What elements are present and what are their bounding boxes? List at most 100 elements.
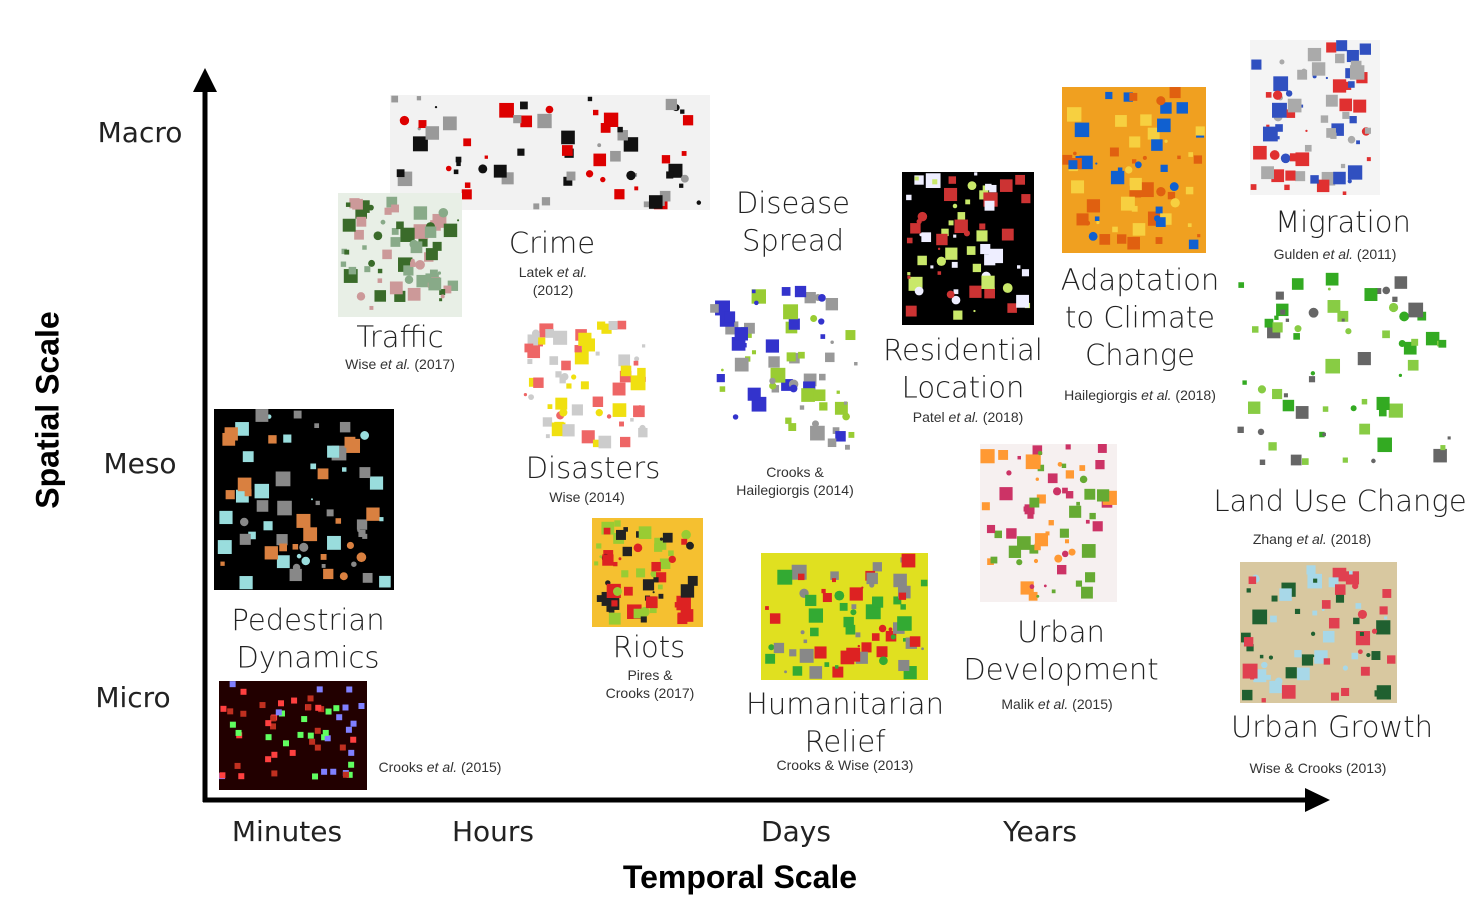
image-detail [345,202,351,207]
image-detail [1348,81,1355,88]
image-detail [981,502,990,511]
image-detail [270,715,277,722]
image-detail [254,483,270,499]
image-detail [592,439,601,448]
image-detail [754,300,759,306]
image-detail [1291,278,1304,290]
image-detail [255,409,269,422]
image-detail [440,294,445,299]
image-detail [1308,307,1319,318]
image-detail [234,762,241,769]
image-detail [1269,150,1280,160]
image-detail [545,434,550,439]
image-detail [1185,186,1194,195]
image-detail [425,248,438,261]
image-detail [953,310,963,320]
image-detail [734,327,748,341]
image-detail [611,600,618,607]
image-detail [661,155,671,164]
image-detail [680,174,689,183]
image-detail [979,223,986,230]
image-detail [1275,124,1283,132]
image-detail [1129,136,1141,148]
image-detail [1342,111,1350,119]
image-detail [571,404,583,416]
image-detail [1322,432,1326,437]
image-detail [374,290,387,302]
image-detail [364,266,371,273]
image-detail [350,736,357,743]
item-label: Urban Growth [1231,710,1433,744]
image-detail [986,524,996,534]
item-image [710,285,860,450]
image-detail [1025,454,1041,470]
image-detail [900,604,906,610]
image-detail [410,261,416,267]
image-detail [389,281,403,295]
item-citation: Hailegiorgis et al. (2018) [1064,387,1216,403]
image-detail [680,609,694,622]
image-detail [686,541,694,550]
image-detail [1294,608,1301,615]
image-detail [1029,544,1039,554]
item-image [1250,40,1380,195]
image-detail [321,564,326,568]
image-detail [659,190,671,202]
image-detail [1160,213,1172,225]
image-detail [799,405,805,410]
image-detail [549,356,559,365]
image-detail [945,247,958,260]
image-detail [229,721,236,728]
image-detail [832,666,844,678]
image-detail [1036,594,1040,598]
image-detail [888,627,893,632]
image-detail [792,666,803,676]
image-detail [666,171,674,179]
x-tick-label: Years [1002,815,1077,848]
image-detail [613,561,618,567]
image-detail [585,170,594,178]
image-detail [1099,234,1111,245]
image-detail [538,337,546,345]
image-detail [1282,399,1295,412]
image-detail [1246,644,1254,652]
item-citation: Malik et al. (2015) [1001,696,1112,712]
image-detail [768,356,780,368]
image-detail [1037,450,1043,456]
image-detail [1328,577,1339,588]
image-detail [531,329,540,338]
item-citation: Latek et al. [519,264,588,280]
item-image [390,95,710,210]
item-label: Migration [1275,205,1411,239]
image-detail [1195,126,1205,136]
image-detail [1366,652,1371,658]
image-detail [1374,690,1381,697]
image-detail [377,278,383,283]
image-detail [369,476,384,490]
image-detail [310,498,313,501]
image-detail [784,670,787,674]
image-detail [606,414,612,419]
image-detail [617,320,627,330]
item-label: Disease [736,186,850,220]
citation-part: et al. [1323,246,1353,262]
image-detail [1333,171,1346,185]
image-detail [845,330,856,341]
image-detail [814,646,827,659]
image-detail [239,533,251,545]
image-detail [872,596,884,608]
image-detail [356,519,368,530]
image-detail [265,734,272,741]
image-detail [861,642,872,653]
image-detail [603,527,611,535]
image-detail [592,109,599,116]
image-detail [1081,544,1096,558]
image-detail [936,256,946,266]
image-detail [418,120,427,129]
image-detail [890,634,896,640]
image-detail [1248,576,1257,585]
image-detail [1094,216,1100,221]
image-detail [1332,79,1347,93]
image-detail [373,231,383,241]
image-detail [362,245,367,250]
